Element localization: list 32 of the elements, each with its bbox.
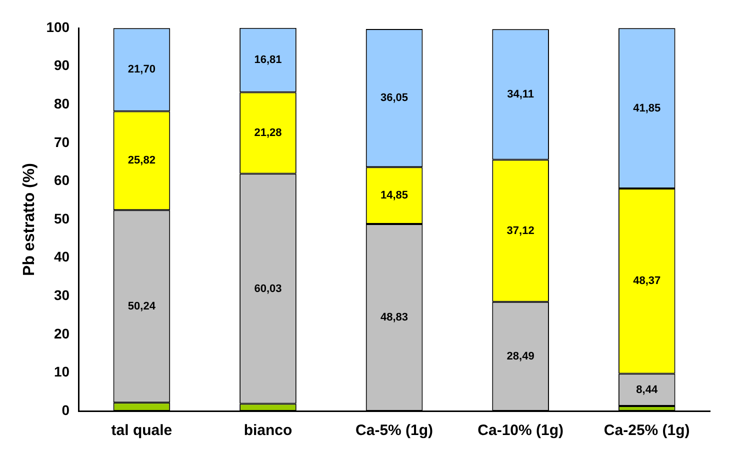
data-label: 21,70 [128, 64, 156, 76]
y-tick-label: 90 [54, 57, 70, 74]
y-tick-label: 100 [46, 18, 70, 35]
data-label: 41,85 [633, 102, 661, 114]
data-label: 48,37 [633, 275, 661, 288]
data-label: 8,44 [636, 384, 658, 396]
x-tick-label: tal quale [111, 422, 172, 440]
data-label: 37,12 [506, 224, 534, 237]
data-label: 28,49 [506, 350, 534, 362]
y-tick-label: 0 [62, 402, 70, 418]
x-tick-label: Ca-25% (1g) [604, 422, 690, 440]
data-label: 14,85 [380, 190, 408, 202]
y-axis-title: Pb estratto (%) [21, 163, 38, 276]
x-tick-label: Ca-10% (1g) [478, 422, 564, 440]
y-tick-label: 70 [54, 134, 70, 150]
data-label: 50,24 [128, 300, 156, 312]
data-label: 21,28 [254, 127, 282, 140]
data-label: 60,03 [254, 282, 282, 295]
x-tick-label: bianco [244, 422, 292, 440]
data-label: 48,83 [380, 312, 408, 324]
data-label: 36,05 [380, 92, 408, 104]
data-label: 34,11 [507, 88, 534, 100]
data-label: 16,81 [254, 54, 282, 66]
y-tick-label: 40 [54, 248, 70, 265]
y-tick-label: 30 [54, 286, 70, 303]
data-label: 25,82 [128, 154, 156, 167]
y-tick-label: 20 [54, 325, 70, 342]
y-tick-label: 50 [54, 210, 70, 226]
y-tick-label: 80 [54, 95, 70, 112]
y-tick-label: 10 [54, 364, 70, 380]
y-tick-label: 60 [54, 172, 70, 188]
x-tick-label: Ca-5% (1g) [356, 422, 434, 440]
